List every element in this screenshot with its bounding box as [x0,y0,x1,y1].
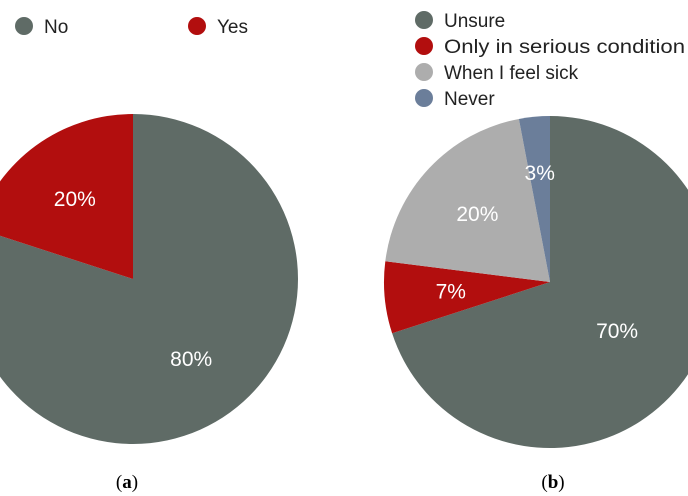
legend-b-marker-sick [415,63,433,81]
legend-b-marker-serious [415,37,433,55]
pie-b-slice-never [518,116,550,282]
legend-b-label-sick: When I feel sick [444,63,579,84]
pie-b-label-never: 3% [525,162,555,185]
pie-b-label-when-i-feel-sick: 20% [456,203,498,226]
pie-a-slices [0,114,298,444]
pie-b-label-unsure: 70% [596,320,638,343]
legend-b-marker-never [415,89,433,107]
panel-label-a-letter: a [122,472,132,493]
legend-b: Unsure Only in serious condition When I … [415,11,685,110]
legend-b-item-unsure: Unsure [415,11,505,32]
pie-a-slice-labels: 80% 20% [54,188,212,371]
legend-b-label-serious: Only in serious condition [444,37,685,58]
pie-a-label-no: 80% [170,348,212,371]
legend-b-item-never: Never [415,89,495,110]
pie-chart-a: 80% 20% No Yes (a) [0,17,298,493]
pie-b-label-only-in-serious-condition: 7% [436,280,466,303]
pie-b-slices [383,116,688,448]
legend-a-marker-no [15,17,33,35]
legend-a-marker-yes [188,17,206,35]
legend-a-item-yes: Yes [188,17,248,38]
panel-label-b: (b) [541,472,564,493]
panel-label-a: (a) [116,472,138,493]
pie-a-slice-no [0,114,298,444]
legend-b-item-sick: When I feel sick [415,63,579,84]
legend-a: No Yes [15,17,248,38]
legend-a-item-no: No [15,17,68,38]
pie-b-slice-when-i-feel-sick [385,118,550,282]
pie-b-slice-unsure [392,116,688,448]
legend-a-label-yes: Yes [217,17,248,38]
pie-a-label-yes: 20% [54,188,96,211]
panel-label-b-letter: b [548,472,559,493]
legend-b-item-serious: Only in serious condition [415,37,685,58]
legend-b-marker-unsure [415,11,433,29]
pie-b-slice-labels: 70% 7% 20% 3% [436,162,638,343]
pie-chart-b: 70% 7% 20% 3% Unsure Only in serious condit… [383,11,688,493]
legend-a-label-no: No [44,17,68,38]
legend-b-label-never: Never [444,89,495,110]
pie-a-slice-yes [0,114,133,279]
legend-b-label-unsure: Unsure [444,11,505,32]
pie-b-slice-only-in-serious-condition [383,261,550,334]
